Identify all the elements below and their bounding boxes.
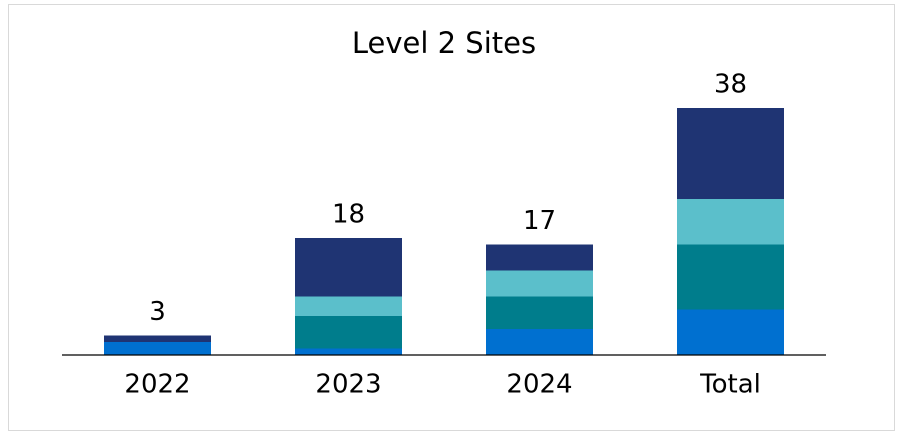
bar-segment (677, 108, 784, 199)
bar-segment (677, 199, 784, 245)
x-tick-label: 2024 (506, 370, 572, 400)
total-label: 38 (714, 70, 747, 100)
bar-segment (295, 238, 402, 297)
total-label: 3 (149, 297, 166, 327)
bar-segment (486, 244, 593, 271)
bar-segment (486, 329, 593, 355)
chart-title: Level 2 Sites (352, 26, 536, 60)
bar-segment (104, 342, 211, 355)
total-label: 17 (523, 206, 556, 236)
bar-segment (295, 348, 402, 355)
bar-segment (486, 296, 593, 329)
x-tick-label: Total (699, 370, 761, 400)
bar-segment (104, 335, 211, 342)
bar-segment (295, 316, 402, 349)
bar-segment (295, 296, 402, 316)
bar-segment (677, 244, 784, 310)
x-tick-label: 2022 (124, 370, 190, 400)
total-label: 18 (332, 200, 365, 230)
bar-segment (677, 309, 784, 355)
x-tick-label: 2023 (315, 370, 381, 400)
bar-segment (486, 270, 593, 297)
